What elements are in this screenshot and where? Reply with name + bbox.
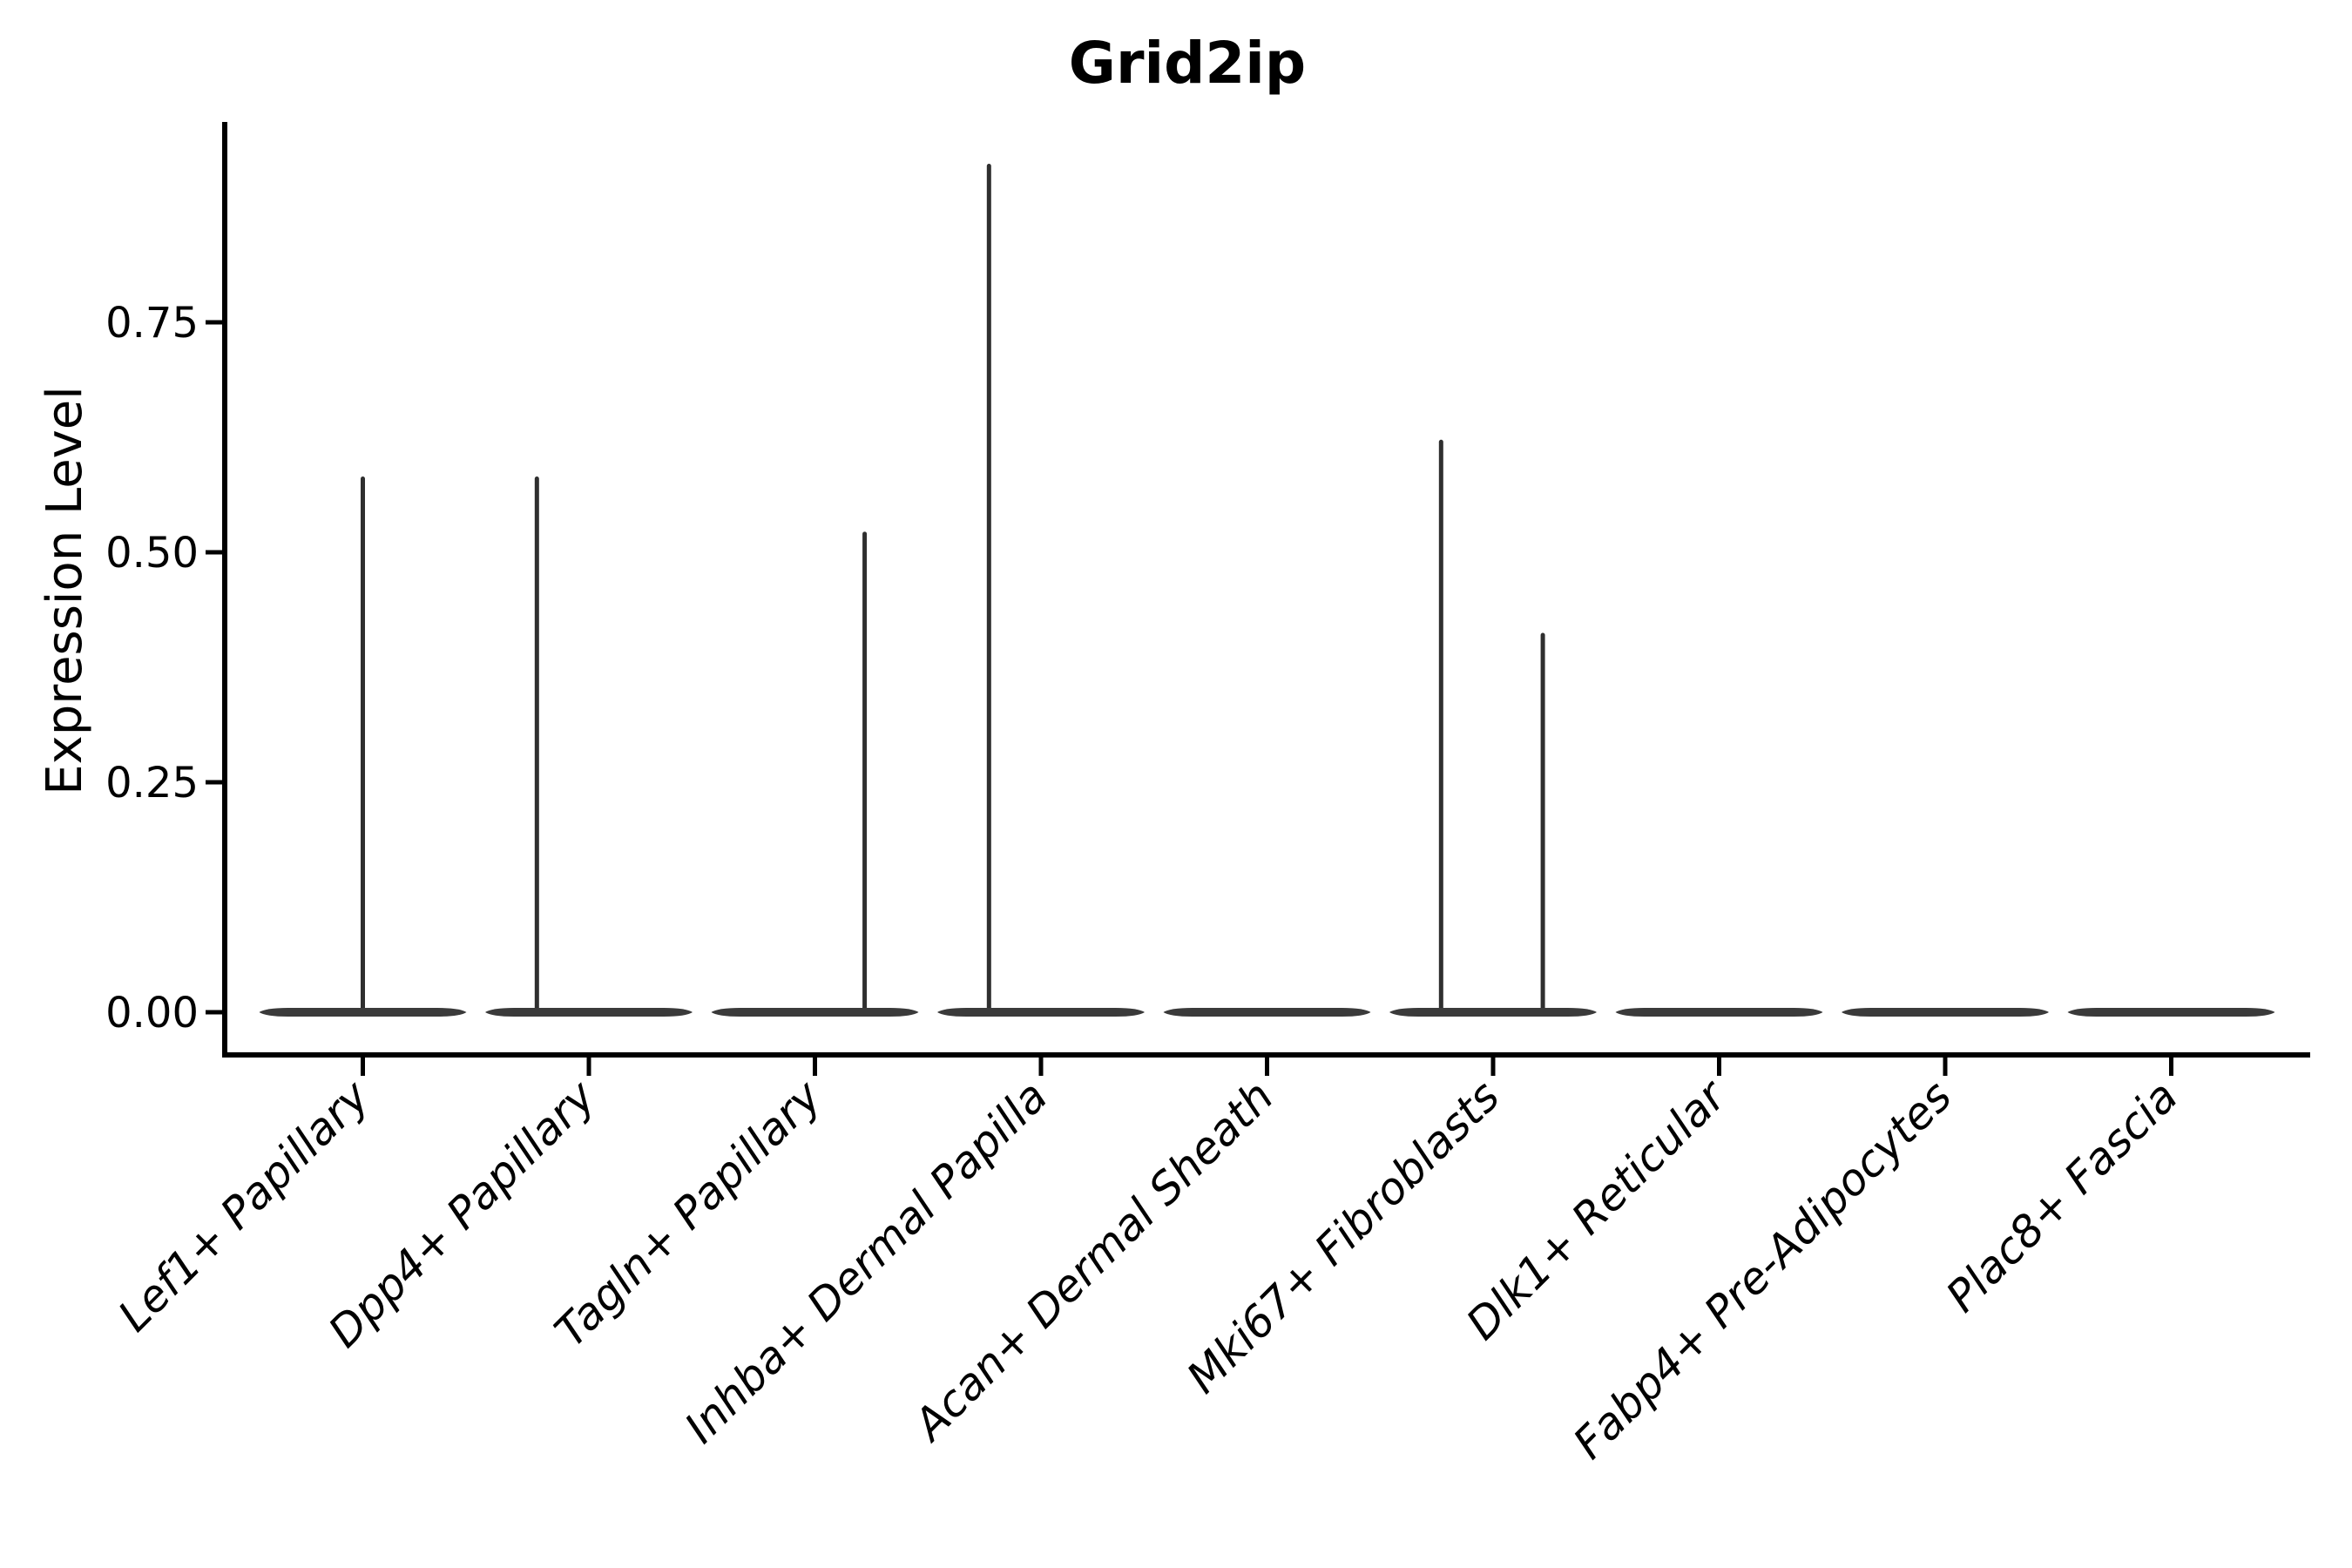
violin [485,476,693,1017]
violin [1389,439,1597,1017]
violin [1163,1008,1371,1017]
violin-zero-body [1615,1008,1823,1017]
violin [259,476,467,1017]
violin-zero-body [259,1008,467,1017]
violin-zero-body [485,1008,693,1017]
violin-zero-body [1163,1008,1371,1017]
x-tick-label: Inhba+ Dermal Papilla [675,1071,1057,1452]
plot-title: Grid2ip [1069,30,1306,97]
violin-zero-body [937,1008,1145,1017]
violin [2067,1008,2275,1017]
violins [259,163,2275,1017]
y-tick-label: 0.00 [105,989,199,1037]
violin-zero-body [1389,1008,1597,1017]
x-tick-label: Acan+ Dermal Sheath [902,1071,1283,1451]
y-tick-label: 0.25 [105,759,199,808]
violin [711,531,919,1017]
violin-zero-body [1842,1008,2049,1017]
violin [1615,1008,1823,1017]
violin [1842,1008,2049,1017]
x-tick-label: Plac8+ Fascia [1936,1071,2187,1321]
violin-zero-body [711,1008,919,1017]
y-tick-group: 0.00 0.25 0.50 0.75 [105,299,225,1037]
violin [937,163,1145,1017]
y-tick-label: 0.50 [105,529,199,578]
violin-zero-body [2067,1008,2275,1017]
y-axis-label: Expression Level [37,386,93,795]
x-tick-label: Fabp4+ Pre-Adipocytes [1564,1071,1962,1469]
y-tick-label: 0.75 [105,299,199,348]
